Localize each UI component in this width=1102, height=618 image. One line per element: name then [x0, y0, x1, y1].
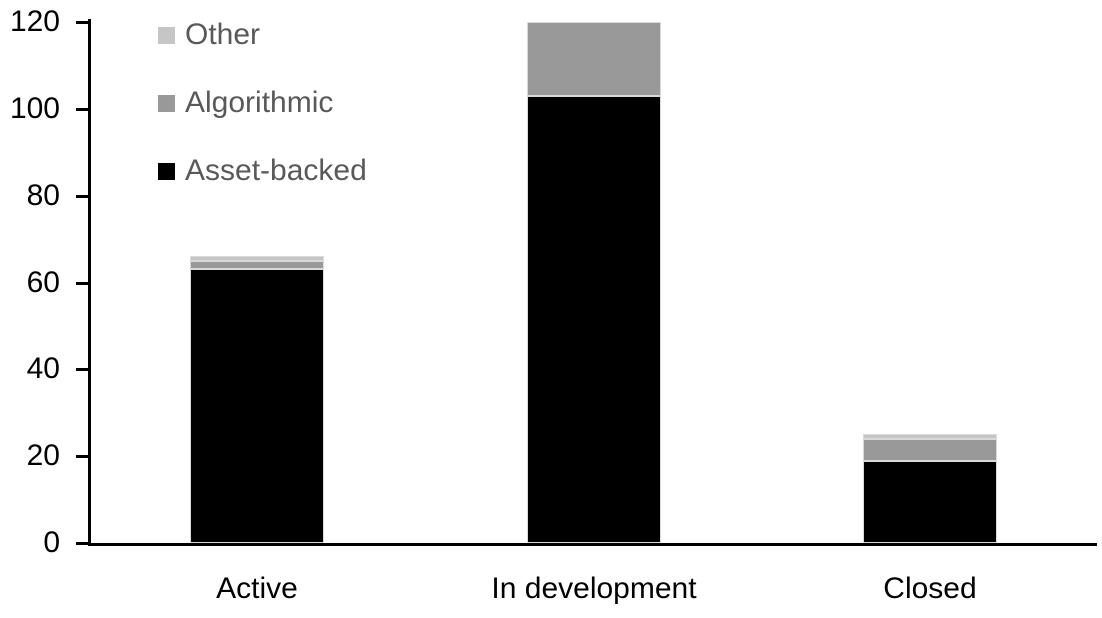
y-axis-tick	[76, 281, 90, 285]
y-axis-tick	[76, 194, 90, 198]
y-axis-tick-label: 0	[43, 526, 60, 559]
x-axis-line	[88, 543, 1097, 546]
bar-segment-other	[190, 256, 324, 261]
y-axis-tick	[76, 542, 90, 545]
y-axis-tick	[76, 21, 90, 24]
bar-segment-algorithmic	[190, 260, 324, 270]
bar-segment-other	[863, 434, 997, 439]
x-axis-category-label: In development	[491, 572, 697, 605]
bar-segment-asset-backed	[863, 460, 997, 543]
legend-item: Asset-backed	[158, 154, 367, 188]
y-axis-tick-label: 100	[9, 91, 60, 125]
y-axis-tick	[76, 455, 90, 459]
square-swatch-icon	[158, 162, 175, 180]
legend-item: Algorithmic	[158, 86, 367, 120]
x-axis-category-label: Closed	[883, 572, 977, 605]
square-swatch-icon	[158, 94, 175, 112]
y-axis-tick	[76, 107, 90, 111]
y-axis-tick	[76, 368, 90, 372]
y-axis-tick-label: 20	[26, 439, 60, 473]
legend-label: Other	[185, 18, 261, 51]
y-axis-tick-label: 40	[26, 352, 60, 386]
bar-segment-algorithmic	[863, 438, 997, 461]
square-swatch-icon	[158, 26, 175, 44]
y-axis-tick-label: 120	[9, 5, 60, 38]
y-axis-tick-label: 60	[26, 265, 60, 299]
legend-label: Asset-backed	[185, 154, 367, 187]
bar-segment-algorithmic	[527, 22, 661, 96]
x-axis-category-label: Active	[216, 572, 298, 605]
bar-segment-asset-backed	[190, 269, 324, 543]
y-axis-tick-label: 80	[26, 178, 60, 212]
bar-segment-asset-backed	[527, 95, 661, 543]
legend-label: Algorithmic	[185, 86, 334, 119]
chart-legend: Other Algorithmic Asset-backed	[158, 18, 367, 222]
legend-item: Other	[158, 18, 367, 52]
